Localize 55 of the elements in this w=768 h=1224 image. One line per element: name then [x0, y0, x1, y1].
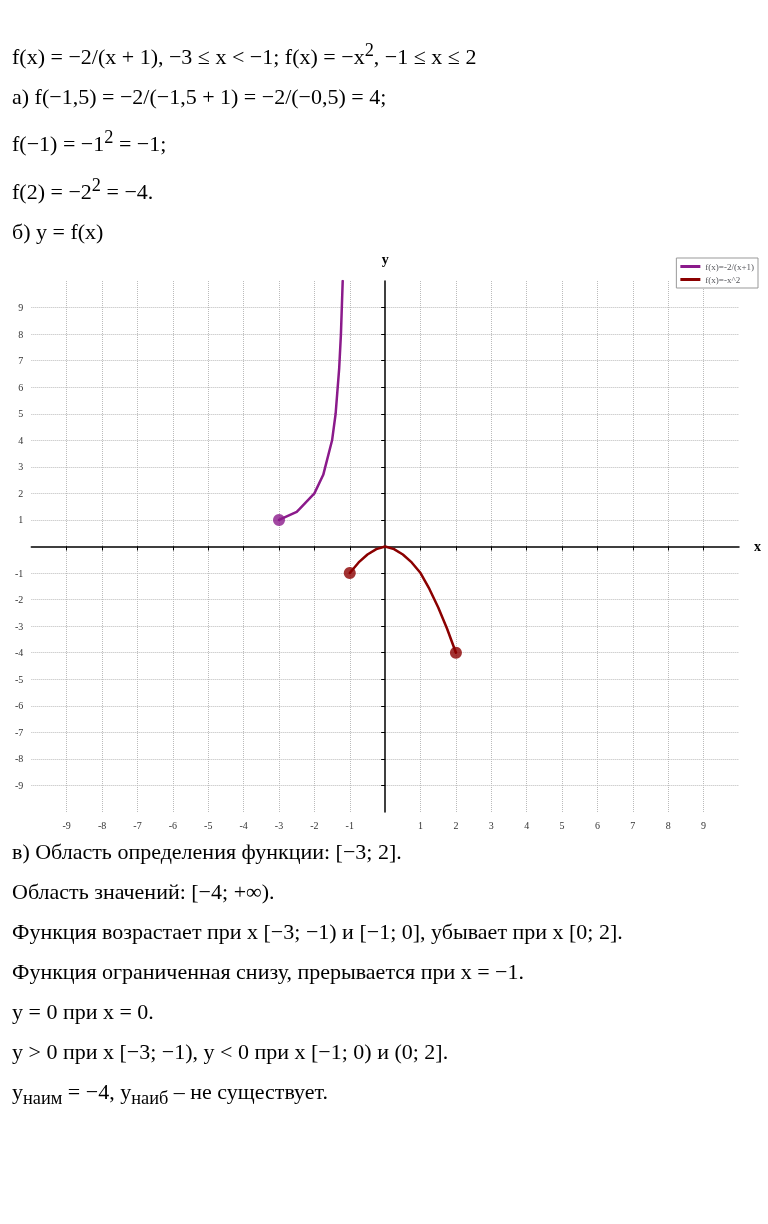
y-tick-label: -5	[14, 673, 24, 685]
y-tick-label: 8	[18, 328, 24, 340]
y-tick-label: 7	[18, 355, 24, 367]
y-tick-label: -9	[14, 779, 24, 791]
point	[449, 646, 462, 659]
y-tick-label: -3	[14, 620, 24, 632]
x-tick-label: 1	[418, 819, 424, 831]
y-tick-label: -6	[14, 700, 24, 712]
legend-label: f(x)=-x^2	[705, 274, 741, 285]
point	[343, 567, 356, 580]
text: y = 0 при x = 0.	[12, 998, 155, 1026]
text: б) y = f(x)	[12, 218, 105, 246]
point	[273, 513, 286, 526]
y-tick-label: 3	[18, 461, 24, 473]
y-tick-label: 6	[18, 381, 24, 393]
legend-label: f(x)=-2/(x+1)	[705, 261, 755, 272]
x-tick-label: 8	[665, 819, 671, 831]
x-tick-label: -6	[168, 819, 178, 831]
text: а) f(−1,5) = −2/(−1,5 + 1) = −2/(−0,5) = 4;	[12, 83, 388, 112]
y-tick-label: -7	[14, 726, 24, 738]
x-tick-label: 5	[559, 819, 565, 831]
y-axis-title: y	[381, 251, 389, 267]
text: y > 0 при x [−3; −1), y < 0 при x [−1; 0) и (0; 2].	[12, 1038, 450, 1066]
x-tick-label: -8	[97, 819, 107, 831]
x-tick-label: 9	[701, 819, 707, 831]
text: Область значений: [−4; +∞).	[12, 878, 276, 906]
text: f(x) = −2/(x + 1), −3 ≤ x < −1; f(x) = −x$^{2}$, −1 ≤ x ≤ 2	[12, 39, 478, 72]
x-tick-label: -7	[133, 819, 142, 831]
y-tick-label: -2	[14, 594, 24, 606]
x-tick-label: 3	[488, 819, 494, 831]
y-tick-label: 4	[18, 434, 24, 446]
y-tick-label: 1	[18, 514, 24, 526]
x-axis-title: x	[754, 538, 761, 554]
y-tick-label: 5	[18, 408, 24, 420]
x-tick-label: 7	[630, 819, 636, 831]
y-tick-label: -1	[14, 567, 24, 579]
x-tick-label: 2	[453, 819, 459, 831]
y-tick-label: 9	[18, 302, 24, 314]
x-tick-label: -1	[345, 819, 354, 831]
x-tick-label: -2	[310, 819, 319, 831]
text: Функция ограниченная снизу, прерывается при x = −1.	[12, 958, 525, 986]
x-tick-label: 6	[594, 819, 600, 831]
text: в) Область определения функции: [−3; 2].	[12, 838, 403, 866]
x-tick-label: -3	[274, 819, 284, 831]
x-tick-label: -9	[62, 819, 71, 831]
y-tick-label: -8	[14, 753, 24, 765]
text: y$_{наим}$ = −4, y$_{наиб}$ – не существует.	[12, 1078, 329, 1111]
x-tick-label: -4	[239, 819, 248, 831]
y-tick-label: -4	[14, 647, 24, 659]
text: f(−1) = −1$^{2}$ = −1;	[12, 126, 168, 159]
y-tick-label: 2	[18, 487, 24, 499]
x-tick-label: 4	[524, 819, 530, 831]
text: f(2) = −2$^{2}$ = −4.	[12, 173, 155, 206]
text: Функция возрастает при x [−3; −1) и [−1; 0], убывает при x [0; 2].	[12, 918, 624, 946]
x-tick-label: -5	[204, 819, 213, 831]
